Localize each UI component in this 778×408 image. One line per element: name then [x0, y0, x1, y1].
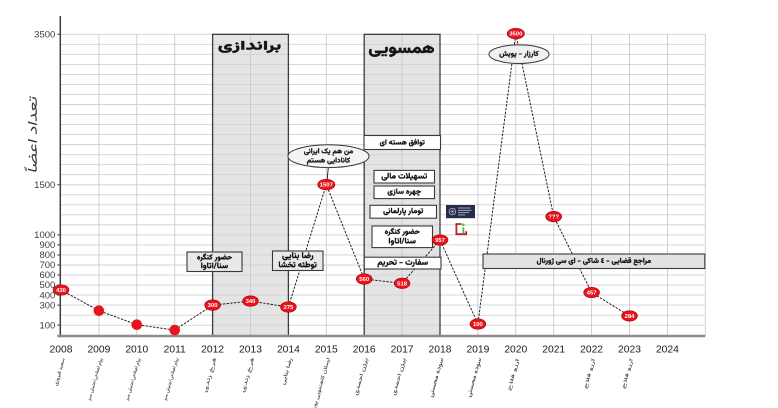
svg-text:3500: 3500 [509, 32, 523, 38]
svg-text:900: 900 [39, 240, 55, 251]
svg-text:2017: 2017 [391, 345, 414, 356]
svg-text:400: 400 [39, 290, 55, 301]
svg-text:2024: 2024 [656, 345, 679, 356]
svg-text:2010: 2010 [125, 345, 148, 356]
svg-text:800: 800 [39, 250, 55, 261]
svg-text:100: 100 [39, 320, 55, 331]
svg-text:2015: 2015 [315, 345, 338, 356]
svg-text:500: 500 [39, 280, 55, 291]
svg-text:2012: 2012 [201, 345, 224, 356]
svg-text:1000: 1000 [34, 230, 55, 241]
svg-text:2018: 2018 [429, 345, 452, 356]
svg-text:560: 560 [359, 277, 370, 283]
svg-text:1507: 1507 [320, 183, 334, 189]
svg-text:430: 430 [56, 288, 67, 294]
svg-text:2019: 2019 [466, 345, 489, 356]
svg-text:457: 457 [587, 291, 598, 297]
svg-text:300: 300 [39, 300, 55, 311]
svg-text:518: 518 [397, 281, 408, 287]
svg-text:1500: 1500 [34, 180, 55, 191]
svg-text:2022: 2022 [580, 345, 603, 356]
svg-text:2009: 2009 [87, 345, 110, 356]
svg-text:2008: 2008 [50, 345, 73, 356]
svg-text:2016: 2016 [353, 345, 376, 356]
svg-text:284: 284 [625, 314, 636, 320]
svg-text:2013: 2013 [239, 345, 262, 356]
svg-text:2020: 2020 [504, 345, 527, 356]
svg-text:100: 100 [473, 322, 484, 328]
svg-text:340: 340 [246, 299, 257, 305]
svg-text:275: 275 [283, 305, 294, 311]
svg-text:3500: 3500 [34, 30, 55, 41]
svg-text:2023: 2023 [618, 345, 641, 356]
svg-text:957: 957 [435, 238, 446, 244]
svg-text:600: 600 [39, 270, 55, 281]
svg-text:2014: 2014 [277, 345, 300, 356]
svg-text:2021: 2021 [542, 345, 565, 356]
svg-text:300: 300 [208, 303, 219, 309]
svg-text:???: ??? [548, 215, 559, 221]
svg-text:2011: 2011 [164, 345, 186, 356]
svg-text:700: 700 [39, 260, 55, 271]
